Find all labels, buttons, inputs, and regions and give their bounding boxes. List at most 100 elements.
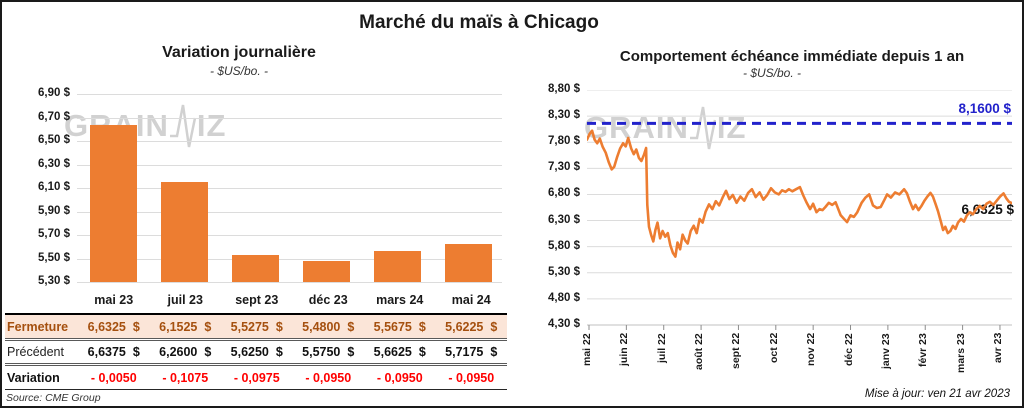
month-label: mars 24 — [376, 293, 424, 307]
reference-line-label: 8,1600 $ — [958, 101, 1011, 116]
cell-currency: $ — [204, 345, 212, 359]
cell-value: - 0,0950 — [376, 370, 423, 385]
table-cell: 5,6625 $ — [364, 345, 436, 359]
table-cell: 6,6375 $ — [78, 345, 150, 359]
table-cell: 5,5750 $ — [293, 345, 365, 359]
x-axis-tick-label: avr 23 — [991, 333, 1004, 364]
table-cell: 6,2600 $ — [150, 345, 222, 359]
x-axis-tick-label: févr 23 — [917, 333, 930, 367]
gridline — [77, 235, 502, 236]
cell-value: - 0,0950 — [448, 370, 495, 385]
cell-currency: $ — [275, 345, 283, 359]
y-axis-tick-label: 5,30 $ — [548, 265, 580, 278]
cell-value: 5,5275 — [230, 319, 269, 334]
month-header-spacer — [5, 293, 78, 313]
cell-value: 6,2600 — [159, 345, 198, 359]
bar-juil 23 — [161, 181, 208, 282]
cell-value: 6,6375 — [87, 345, 126, 359]
table-cell: - 0,0050 — [78, 371, 150, 385]
table-cell: 6,1525 $ — [150, 320, 222, 334]
y-axis-tick-label: 6,50 $ — [38, 134, 70, 146]
line-chart — [585, 89, 1014, 335]
month-label: déc 23 — [308, 293, 348, 307]
table-row-variation: Variation - 0,0050 - 0,1075 - 0,0975 - 0,095… — [5, 363, 507, 390]
row-label: Fermeture — [7, 319, 69, 334]
gridline — [77, 188, 502, 189]
cell-value: 5,5750 — [302, 345, 341, 359]
bar-déc 23 — [303, 260, 350, 282]
table-cell: 5,5275 $ — [221, 320, 293, 334]
gridline — [77, 141, 502, 142]
cell-currency: $ — [275, 319, 283, 334]
cell-value: - 0,0975 — [233, 370, 280, 385]
y-axis-tick-label: 8,80 $ — [548, 83, 580, 95]
cell-value: 6,6325 — [87, 319, 126, 334]
month-label: mai 23 — [94, 293, 134, 307]
page-title: Marché du maïs à Chicago — [359, 12, 599, 33]
y-axis-tick-label: 6,70 $ — [38, 110, 70, 123]
bar-sept 23 — [232, 255, 279, 282]
table-cell: 5,4800 $ — [293, 320, 365, 334]
x-axis-tick-label: janv 23 — [879, 333, 892, 369]
gridline — [77, 94, 502, 95]
y-axis-tick-label: 8,30 $ — [548, 109, 580, 122]
row-label: Variation — [7, 370, 60, 385]
table-cell: 5,6250 $ — [221, 345, 293, 359]
x-axis-tick-label: juin 22 — [618, 333, 631, 367]
table-cell: - 0,1075 — [150, 371, 222, 385]
cell-currency: $ — [490, 345, 498, 359]
bar-mai 23 — [90, 125, 137, 282]
table-cell: - 0,0950 — [364, 371, 436, 385]
x-axis-tick-label: nov 22 — [805, 333, 818, 367]
y-axis-tick-label: 4,80 $ — [548, 291, 580, 304]
cell-currency: $ — [132, 319, 140, 334]
table-cell: - 0,0950 — [436, 371, 508, 385]
gridline — [77, 258, 502, 260]
gridline — [77, 117, 502, 119]
table-cell: - 0,0950 — [293, 371, 365, 385]
cell-currency: $ — [418, 345, 426, 359]
cell-value: 5,6625 — [373, 345, 412, 359]
cell-currency: $ — [490, 319, 498, 334]
y-axis-tick-label: 6,80 $ — [548, 187, 580, 200]
bar-chart-title: Variation journalière — [162, 44, 316, 61]
x-axis-tick-label: oct 22 — [767, 333, 780, 364]
y-axis-tick-label: 5,50 $ — [38, 251, 70, 264]
x-axis-tick-label: déc 22 — [842, 333, 855, 366]
price-table: Fermeture 6,6325 $6,1525 $5,5275 $5,4800 $5,5… — [5, 313, 507, 390]
cell-currency: $ — [204, 319, 212, 334]
table-cell: 5,7175 $ — [436, 345, 508, 359]
cell-value: 5,6225 — [445, 319, 484, 334]
gridline — [77, 164, 502, 166]
y-axis-tick-label: 7,80 $ — [548, 135, 580, 148]
cell-value: - 0,1075 — [162, 370, 209, 385]
table-row-précédent: Précédent 6,6375 $6,2600 $5,6250 $ 5,5750 $5,6… — [5, 338, 507, 363]
y-axis-tick-label: 6,30 $ — [38, 157, 70, 170]
bar-mars 24 — [374, 250, 421, 282]
x-axis-tick-label: mars 23 — [954, 333, 967, 373]
cell-currency: $ — [347, 319, 355, 334]
line-chart-subtitle: - $US/bo. - — [742, 66, 802, 80]
cell-value: 6,1525 — [159, 319, 198, 334]
table-cell: 5,6225 $ — [436, 320, 508, 334]
month-label: juil 23 — [167, 293, 203, 307]
table-cell: 5,5675 $ — [364, 320, 436, 334]
cell-value: - 0,0950 — [305, 370, 352, 385]
y-axis-tick-label: 6,30 $ — [548, 213, 580, 226]
table-row-fermeture: Fermeture 6,6325 $6,1525 $5,5275 $5,4800 $5,5… — [5, 315, 507, 338]
cell-currency: $ — [132, 345, 140, 359]
row-label: Précédent — [7, 345, 64, 359]
y-axis-tick-label: 7,30 $ — [548, 161, 580, 174]
cell-value: - 0,0050 — [90, 370, 137, 385]
line-chart-title: Comportement échéance immédiate depuis 1… — [619, 48, 965, 65]
source-note: Source: CME Group — [6, 392, 101, 404]
cell-currency: $ — [347, 345, 355, 359]
y-axis-tick-label: 5,70 $ — [38, 228, 70, 240]
y-axis-tick-label: 4,30 $ — [548, 318, 580, 330]
month-label: sept 23 — [235, 293, 279, 307]
y-axis-tick-label: 5,30 $ — [38, 275, 70, 287]
price-line-series — [585, 129, 1014, 258]
y-axis-tick-label: 6,10 $ — [38, 181, 70, 193]
y-axis-tick-label: 5,80 $ — [548, 239, 580, 252]
